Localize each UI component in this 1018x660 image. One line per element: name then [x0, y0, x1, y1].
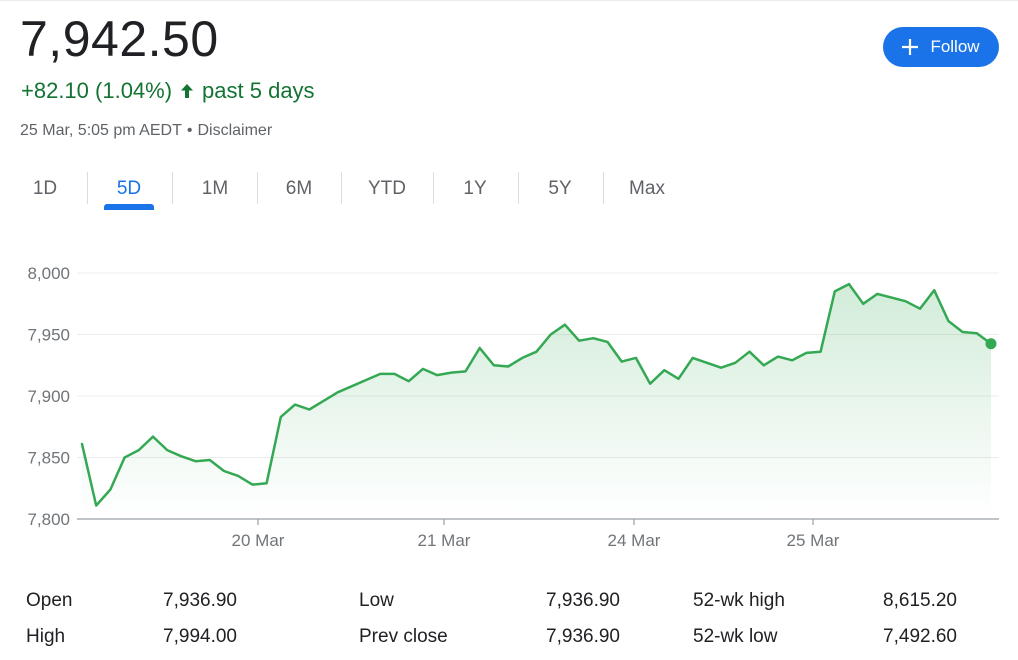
- x-tick-label: 25 Mar: [787, 531, 840, 550]
- tab-max[interactable]: Max: [629, 178, 665, 199]
- tab-1m[interactable]: 1M: [201, 178, 229, 199]
- tab-divider: [257, 172, 258, 204]
- tab-divider: [87, 172, 88, 204]
- stat-52wk-low-value: 7,492.60: [883, 626, 957, 647]
- stat-52wk-low-label: 52-wk low: [693, 626, 778, 647]
- range-tabs: 1D 5D 1M 6M YTD 1Y 5Y Max: [0, 166, 700, 212]
- active-tab-indicator: [104, 204, 154, 210]
- stat-open-label: Open: [26, 590, 73, 611]
- tab-divider: [603, 172, 604, 204]
- price-chart[interactable]: 8,000 7,950 7,900 7,850 7,800 20 Mar 21 Mar 24…: [0, 240, 1018, 570]
- disclaimer-link[interactable]: Disclaimer: [197, 122, 273, 139]
- tab-divider: [341, 172, 342, 204]
- stat-low-label: Low: [359, 590, 394, 611]
- tab-1d[interactable]: 1D: [32, 178, 58, 199]
- current-price: 7,942.50: [20, 11, 219, 67]
- stat-52wk-high-label: 52-wk high: [693, 590, 785, 611]
- tab-divider: [433, 172, 434, 204]
- price-change: +82.10 (1.04%): [21, 78, 173, 103]
- follow-button[interactable]: Follow: [883, 27, 999, 67]
- stat-open-value: 7,936.90: [163, 590, 237, 611]
- stat-prev-close-label: Prev close: [359, 626, 448, 647]
- quote-meta: 25 Mar, 5:05 pm AEDT • Disclaimer: [20, 120, 272, 142]
- price-change-row: +82.10 (1.04%) past 5 days: [21, 76, 315, 106]
- y-tick-label: 7,800: [27, 510, 70, 529]
- tab-divider: [518, 172, 519, 204]
- stat-low-value: 7,936.90: [546, 590, 620, 611]
- stat-high-value: 7,994.00: [163, 626, 237, 647]
- x-tick-label: 20 Mar: [232, 531, 285, 550]
- x-tick-label: 21 Mar: [418, 531, 471, 550]
- tab-5y[interactable]: 5Y: [548, 178, 572, 199]
- tab-ytd[interactable]: YTD: [368, 178, 406, 199]
- tab-1y[interactable]: 1Y: [463, 178, 487, 199]
- arrow-up-icon: [181, 84, 194, 98]
- y-tick-label: 7,900: [27, 387, 70, 406]
- tab-divider: [172, 172, 173, 204]
- key-stats: Open 7,936.90 High 7,994.00 Low 7,936.90…: [0, 580, 1018, 660]
- meta-separator: •: [186, 122, 193, 139]
- y-tick-label: 7,850: [27, 449, 70, 468]
- change-period: past 5 days: [202, 78, 315, 103]
- tab-6m[interactable]: 6M: [285, 178, 313, 199]
- y-tick-label: 7,950: [27, 326, 70, 345]
- follow-label: Follow: [930, 37, 980, 56]
- x-tick-label: 24 Mar: [608, 531, 661, 550]
- y-tick-label: 8,000: [27, 264, 70, 283]
- stat-prev-close-value: 7,936.90: [546, 626, 620, 647]
- stat-52wk-high-value: 8,615.20: [883, 590, 957, 611]
- price-area-fill: [82, 284, 991, 519]
- last-price-marker: [985, 338, 997, 350]
- timestamp: 25 Mar, 5:05 pm AEDT: [20, 122, 182, 139]
- stat-high-label: High: [26, 626, 66, 647]
- top-divider: [0, 0, 1018, 1]
- plus-icon: [902, 39, 919, 55]
- tab-5d[interactable]: 5D: [116, 178, 142, 199]
